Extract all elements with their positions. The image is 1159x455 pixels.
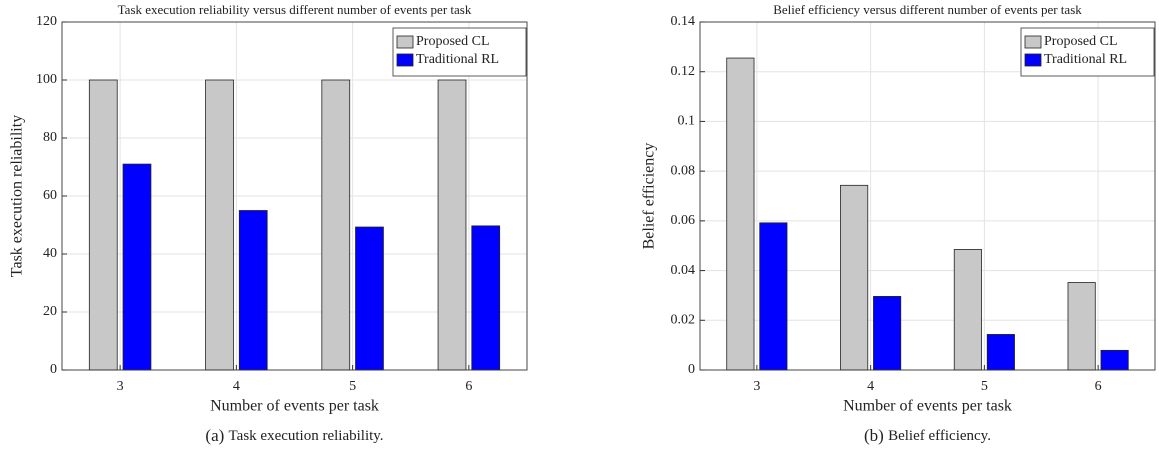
bar	[953, 249, 982, 371]
y-tick-label: 0.02	[671, 313, 696, 328]
bar	[840, 184, 869, 371]
legend-swatch	[396, 35, 414, 49]
legend-swatch	[396, 53, 414, 67]
legend-box	[392, 27, 527, 77]
x-tick-label: 5	[981, 379, 988, 394]
legend-label: Proposed CL	[416, 34, 490, 49]
x-tick-label: 4	[867, 379, 874, 394]
legend-swatch	[1024, 35, 1042, 49]
chart-title: Task execution reliability versus differ…	[118, 2, 472, 17]
y-tick-label: 120	[36, 14, 57, 29]
bar	[986, 334, 1015, 371]
caption-text: Task execution reliability.	[229, 428, 384, 444]
y-tick-label: 0.06	[671, 213, 696, 228]
legend-label: Proposed CL	[1044, 34, 1118, 49]
bar	[873, 296, 902, 371]
bar	[726, 57, 755, 371]
y-tick-label: 20	[43, 304, 57, 319]
legend-label: Traditional RL	[416, 52, 499, 67]
bar	[88, 79, 118, 371]
x-tick-label: 5	[349, 379, 356, 394]
bar	[238, 210, 268, 371]
y-tick-label: 0	[688, 362, 695, 377]
x-axis-label: Number of events per task	[843, 398, 1012, 415]
y-tick-label: 0	[50, 362, 57, 377]
y-tick-label: 0.12	[671, 64, 696, 79]
legend-box	[1020, 27, 1155, 77]
legend-label: Traditional RL	[1044, 52, 1127, 67]
bar	[471, 225, 501, 371]
y-axis-label: Belief efficiency	[641, 143, 658, 250]
x-tick-label: 6	[1095, 379, 1102, 394]
bar	[321, 79, 351, 371]
axes-box	[61, 21, 528, 371]
y-tick-label: 0.04	[671, 263, 696, 278]
y-tick-label: 0.14	[671, 14, 696, 29]
y-tick-label: 80	[43, 130, 57, 145]
bar	[759, 222, 788, 371]
y-tick-label: 0.1	[678, 114, 696, 129]
bar	[205, 79, 234, 371]
x-axis-label: Number of events per task	[210, 398, 379, 415]
caption-tag: (a)	[205, 426, 224, 445]
caption: (b) Belief efficiency.	[864, 426, 991, 445]
axes-box	[699, 21, 1156, 371]
x-tick-label: 4	[233, 379, 240, 394]
y-axis-label: Task execution reliability	[9, 115, 26, 277]
bar	[1067, 282, 1096, 371]
y-tick-label: 60	[43, 188, 57, 203]
x-tick-label: 3	[753, 379, 760, 394]
bar	[355, 226, 384, 371]
caption: (a) Task execution reliability.	[205, 426, 383, 445]
bar	[122, 163, 152, 371]
caption-text: Belief efficiency.	[888, 428, 991, 444]
x-tick-label: 6	[465, 379, 472, 394]
caption-tag: (b)	[864, 426, 884, 445]
bar	[1100, 349, 1129, 371]
chart-title: Belief efficiency versus different numbe…	[773, 2, 1082, 17]
y-tick-label: 100	[36, 72, 57, 87]
y-tick-label: 40	[43, 246, 57, 261]
legend-swatch	[1024, 53, 1042, 67]
x-tick-label: 3	[117, 379, 124, 394]
bar	[437, 79, 467, 371]
y-tick-label: 0.08	[671, 163, 696, 178]
